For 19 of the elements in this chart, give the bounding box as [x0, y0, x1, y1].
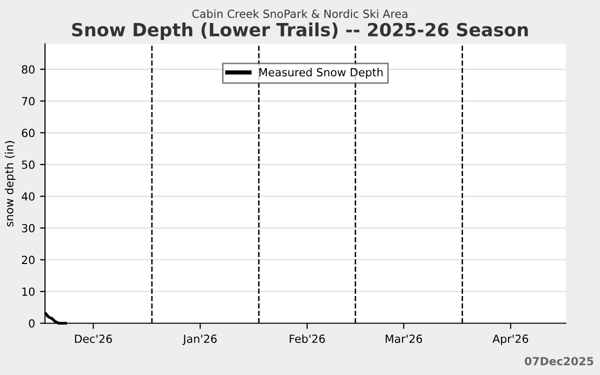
x-tick-label: Mar'26 — [386, 334, 422, 343]
x-tick-label: Apr'26 — [492, 334, 528, 346]
legend-label: Measured Snow Depth — [259, 68, 383, 79]
y-tick-label: 10 — [22, 287, 35, 296]
y-tick-label: 50 — [22, 160, 35, 169]
text: 07Dec2025 — [524, 356, 594, 366]
y-tick-label: 80 — [22, 65, 35, 74]
y-tick-label: 60 — [22, 128, 35, 138]
x-tick-label: Dec'26 — [75, 334, 112, 343]
y-tick-label: 70 — [22, 96, 35, 106]
x-tick-label: Feb'26 — [290, 334, 325, 343]
y-tick-label: 30 — [22, 224, 35, 232]
y-axis-title: snow depth (in) — [4, 141, 16, 226]
y-tick-label: 20 — [22, 256, 35, 264]
chart-subtitle: Cabin Creek SnoPark & Nordic Ski Area — [192, 9, 408, 18]
x-tick-label: Jan'26 — [182, 334, 217, 346]
chart-title: Snow Depth (Lower Trails) -- 2025-26 Season — [72, 22, 528, 40]
y-tick-label: 40 — [22, 192, 35, 201]
y-tick-label: 0 — [28, 319, 35, 328]
